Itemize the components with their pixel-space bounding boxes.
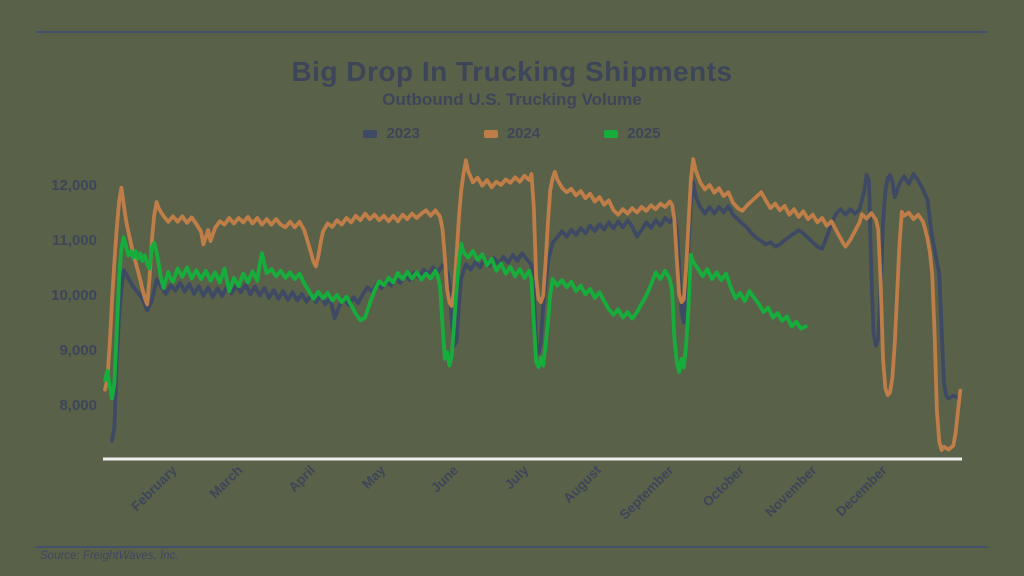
x-axis-month-label: September (617, 462, 677, 522)
top-divider-line (36, 31, 988, 33)
legend-label-2023: 2023 (386, 125, 420, 142)
x-axis-month-label: August (560, 462, 604, 506)
x-axis-month-label: October (700, 462, 748, 510)
chart-subtitle: Outbound U.S. Trucking Volume (382, 90, 642, 109)
legend-label-2024: 2024 (506, 125, 541, 142)
y-axis-tick-label: 9,000 (59, 342, 97, 359)
legend-item-2025: 2025 (604, 125, 661, 142)
series-2024-line (103, 157, 963, 453)
bottom-divider-line (36, 546, 988, 548)
legend-swatch-2025 (604, 129, 619, 138)
chart-title: Big Drop In Trucking Shipments (291, 56, 733, 87)
x-axis-month-label: May (359, 462, 389, 492)
series-2025-line (103, 235, 808, 401)
x-axis-month-label: March (207, 463, 246, 502)
x-axis-month-label: November (762, 462, 820, 520)
y-axis-tick-label: 10,000 (51, 287, 97, 304)
series-2023-line (110, 172, 960, 443)
x-axis-month-label: June (428, 462, 461, 495)
x-axis-month-label: December (833, 462, 890, 519)
y-axis-tick-label: 11,000 (52, 232, 97, 249)
x-axis-month-label: April (286, 463, 318, 495)
source-attribution: Source: FreightWaves, Inc. (40, 550, 179, 562)
x-axis-month-label: July (502, 462, 532, 492)
y-axis-tick-label: 12,000 (51, 177, 97, 194)
legend: 2023 2024 2025 (0, 125, 1024, 142)
legend-swatch-2023 (363, 129, 378, 138)
legend-item-2023: 2023 (363, 125, 420, 142)
x-axis-month-label: February (128, 462, 180, 514)
legend-label-2025: 2025 (627, 125, 661, 142)
legend-item-2024: 2024 (483, 125, 541, 142)
legend-swatch-2024 (483, 129, 498, 138)
y-axis-tick-label: 8,000 (59, 397, 97, 414)
